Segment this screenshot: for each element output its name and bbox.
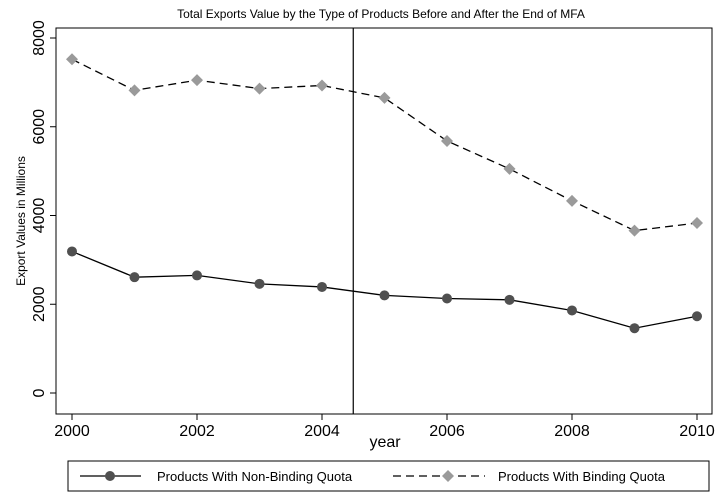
legend-box: [67, 460, 710, 492]
data-point: [567, 305, 577, 316]
x-tick-label: 2008: [554, 423, 590, 440]
data-point: [503, 162, 516, 175]
x-tick-label: 2002: [179, 423, 215, 440]
legend-marker-binding: [442, 470, 454, 482]
data-point: [128, 84, 141, 97]
y-tick-label: 0: [31, 388, 48, 397]
data-point: [691, 217, 703, 230]
x-tick-label: 2010: [679, 423, 715, 440]
legend: Products With Non-Binding Quota Products …: [67, 460, 710, 492]
data-point: [191, 74, 203, 87]
series-layer: [66, 53, 703, 334]
x-tick-label: 2006: [429, 423, 465, 440]
x-axis-title: year: [369, 434, 401, 451]
data-point: [442, 293, 452, 304]
data-point: [441, 134, 453, 147]
data-point: [629, 323, 640, 334]
data-point: [66, 53, 78, 66]
data-point: [192, 270, 202, 281]
y-tick-label: 8000: [31, 20, 48, 56]
series-line: [71, 58, 698, 232]
y-tick-label: 6000: [31, 109, 48, 145]
chart-title: Total Exports Value by the Type of Produ…: [177, 7, 585, 21]
y-tick-label: 2000: [31, 286, 48, 322]
data-point: [316, 79, 328, 92]
data-point: [379, 290, 390, 301]
axes: 2000 2002 2004 2006 2008 2010 0 2000 4000 6000 800…: [31, 20, 715, 440]
data-point: [253, 82, 266, 95]
data-point: [317, 281, 327, 292]
legend-marker-non-binding: [105, 471, 115, 481]
data-point: [67, 246, 77, 257]
y-axis-title: Export Values in Millions: [14, 156, 28, 286]
plot-frame: [55, 27, 713, 415]
data-point: [378, 91, 391, 104]
legend-label-non-binding: Products With Non-Binding Quota: [157, 469, 353, 484]
x-tick-label: 2004: [304, 423, 340, 440]
data-point: [628, 224, 641, 237]
data-point: [129, 272, 140, 283]
y-tick-label: 4000: [31, 198, 48, 234]
series-2: [66, 53, 703, 237]
data-point: [254, 278, 265, 289]
data-point: [692, 311, 702, 322]
legend-label-binding: Products With Binding Quota: [498, 469, 666, 484]
series-1: [67, 246, 702, 334]
data-point: [504, 294, 515, 305]
x-tick-label: 2000: [54, 423, 90, 440]
data-point: [566, 194, 578, 207]
